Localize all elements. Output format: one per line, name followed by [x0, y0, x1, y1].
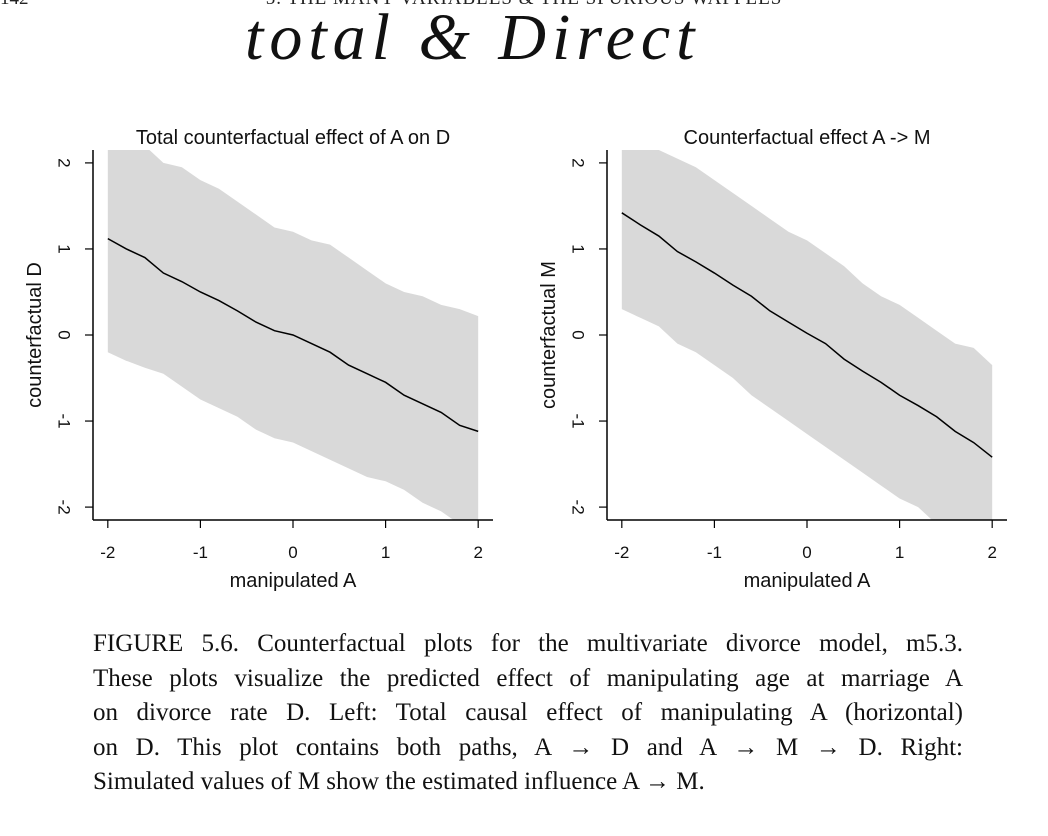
- x-tick-label: 2: [473, 543, 482, 562]
- mean-line: [107, 237, 479, 433]
- caption-line: on D. This plot contains both paths, A →…: [93, 733, 963, 761]
- x-tick-label: 0: [802, 543, 811, 562]
- x-tick-label: -1: [193, 543, 208, 562]
- running-title: 5. THE MANY VARIABLES & THE SPURIOUS WAF…: [0, 0, 1048, 10]
- x-tick-label: 2: [987, 543, 996, 562]
- page-number: 142: [0, 0, 29, 10]
- x-tick-label: 0: [288, 543, 297, 562]
- handwriting: total & Direct: [245, 1, 701, 74]
- y-tick-label: 2: [55, 158, 74, 167]
- y-tick-label: 2: [569, 158, 588, 167]
- caption-line: FIGURE 5.6. Counterfactual plots for the…: [93, 630, 963, 657]
- y-tick-label: 0: [569, 330, 588, 339]
- y-tick-label: -2: [569, 500, 588, 515]
- y-tick-label: 0: [55, 330, 74, 339]
- x-axis-label: manipulated A: [744, 570, 871, 592]
- figure: -2 -1 0 1 2 -2 -1 0 1 2 Total counterfactual effec…: [24, 127, 1007, 592]
- y-axis-label: counterfactual M: [538, 261, 560, 409]
- y-tick-label: 1: [569, 244, 588, 253]
- x-tick-label: 1: [381, 543, 390, 562]
- chart-title: Total counterfactual effect of A on D: [136, 127, 450, 149]
- plot-area: [107, 150, 479, 520]
- y-axis-label: counterfactual D: [24, 262, 46, 408]
- caption-line: Simulated values of M show the estimated…: [93, 768, 705, 795]
- x-tick-label: -1: [707, 543, 722, 562]
- y-tick-label: 1: [55, 244, 74, 253]
- chart-title: Counterfactual effect A -> M: [684, 127, 931, 149]
- x-axis-label: manipulated A: [230, 570, 357, 592]
- y-tick-label: -1: [55, 413, 74, 428]
- y-tick-label: -2: [55, 500, 74, 515]
- x-tick-label: 1: [895, 543, 904, 562]
- plot-area: [621, 150, 993, 520]
- caption-line: These plots visualize the predicted effe…: [93, 664, 963, 692]
- mean-line: [621, 212, 993, 458]
- y-tick-label: -1: [569, 413, 588, 428]
- caption-line: on divorce rate D. Left: Total causal ef…: [93, 699, 963, 726]
- x-tick-label: -2: [100, 543, 115, 562]
- interval-band: [621, 150, 993, 520]
- x-tick-label: -2: [614, 543, 629, 562]
